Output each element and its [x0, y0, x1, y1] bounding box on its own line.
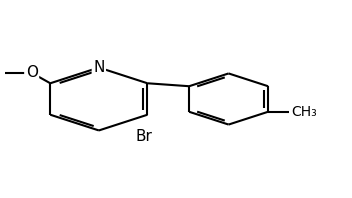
Text: O: O: [26, 65, 38, 80]
Text: CH₃: CH₃: [291, 105, 316, 119]
Text: N: N: [93, 60, 105, 75]
Text: Br: Br: [136, 129, 152, 145]
